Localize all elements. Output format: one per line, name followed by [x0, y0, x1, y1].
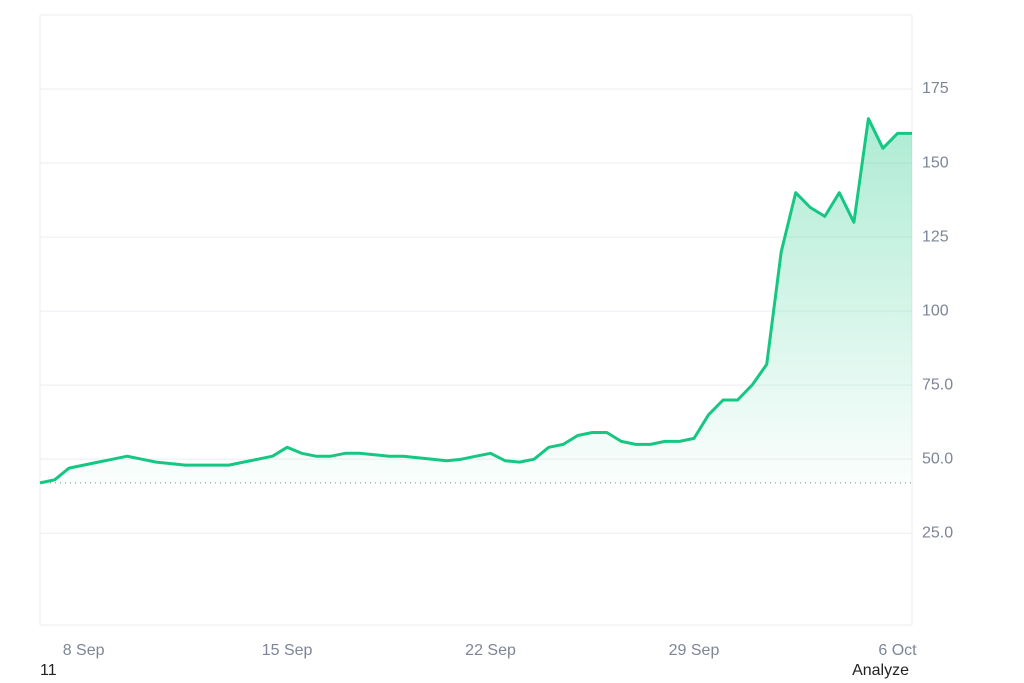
x-tick-label: 8 Sep: [63, 642, 105, 659]
x-tick-label: 29 Sep: [669, 642, 720, 659]
analyze-button[interactable]: Analyze: [852, 662, 909, 679]
y-tick-label: 25.0: [922, 524, 953, 541]
x-tick-label: 22 Sep: [465, 642, 516, 659]
price-line: [39, 117, 912, 485]
y-tick-label: 100: [922, 302, 949, 319]
y-tick-label: 50.0: [922, 450, 953, 467]
y-tick-label: 125: [922, 228, 949, 245]
price-area: [40, 118, 912, 483]
x-tick-label: 6 Oct: [878, 642, 917, 659]
y-tick-label: 75.0: [922, 376, 953, 393]
y-tick-label: 175: [922, 80, 949, 97]
footer-left: 11: [40, 662, 57, 679]
x-tick-label: 15 Sep: [262, 642, 313, 659]
y-tick-label: 150: [922, 154, 949, 171]
